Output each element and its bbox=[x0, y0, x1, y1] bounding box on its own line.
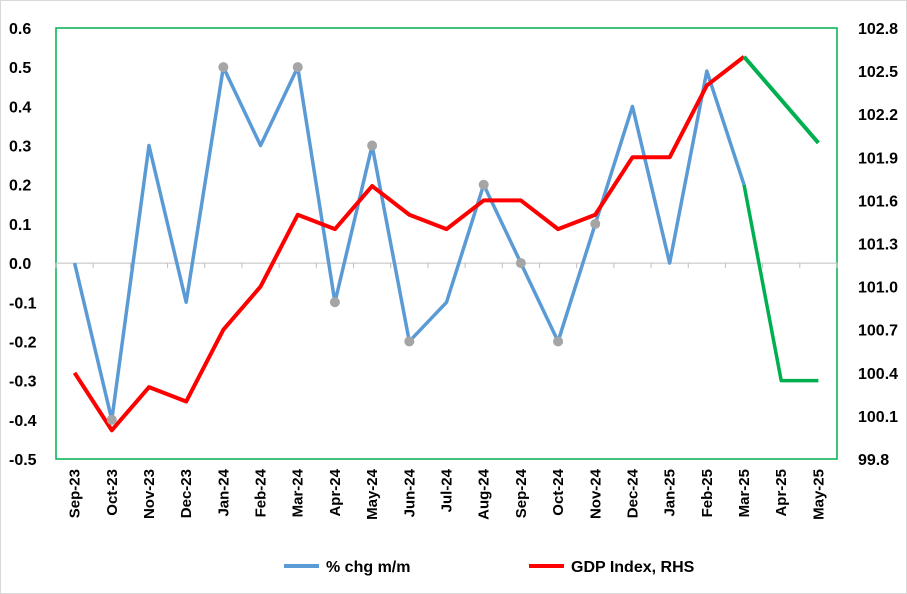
x-tick-label: Jan-25 bbox=[662, 469, 679, 517]
left-tick-label: 0.2 bbox=[9, 178, 31, 195]
x-tick-label: Dec-23 bbox=[178, 469, 195, 518]
data-point-marker bbox=[515, 258, 526, 269]
x-tick-label: May-24 bbox=[364, 468, 381, 520]
x-tick-label: Jan-24 bbox=[215, 468, 232, 516]
left-tick-label: 0.6 bbox=[9, 21, 31, 38]
x-tick-label: Nov-23 bbox=[141, 469, 158, 519]
right-tick-label: 101.3 bbox=[858, 237, 898, 254]
x-tick-label: May-25 bbox=[810, 469, 827, 520]
left-tick-label: -0.4 bbox=[9, 413, 37, 430]
data-point-marker bbox=[292, 62, 303, 73]
legend-label-pct-chg: % chg m/m bbox=[326, 559, 410, 576]
left-tick-label: -0.2 bbox=[9, 334, 37, 351]
series-line-0 bbox=[72, 65, 746, 422]
plot-area-border bbox=[55, 27, 838, 460]
right-tick-label: 100.1 bbox=[858, 409, 898, 426]
legend: % chg m/m GDP Index, RHS bbox=[284, 559, 695, 576]
right-tick-label: 99.8 bbox=[858, 452, 889, 469]
data-point-marker bbox=[553, 336, 564, 347]
right-tick-label: 102.2 bbox=[858, 107, 898, 124]
data-point-marker bbox=[404, 336, 415, 347]
series-line-1 bbox=[72, 55, 746, 433]
x-tick-label: Apr-24 bbox=[327, 468, 344, 516]
left-tick-label: 0.0 bbox=[9, 256, 31, 273]
x-tick-label: Sep-23 bbox=[67, 469, 84, 518]
data-point-marker bbox=[218, 62, 229, 73]
left-tick-label: -0.1 bbox=[9, 295, 37, 312]
right-axis-ticks: 102.8 102.5 102.2 101.9 101.6 101.3 101.0 100.7… bbox=[858, 21, 898, 469]
left-tick-label: 0.4 bbox=[9, 99, 31, 116]
x-tick-label: Jul-24 bbox=[439, 468, 456, 512]
left-tick-label: 0.3 bbox=[9, 139, 31, 156]
right-tick-label: 102.8 bbox=[858, 21, 898, 38]
right-tick-label: 101.0 bbox=[858, 280, 898, 297]
x-tick-label: Feb-25 bbox=[699, 469, 716, 517]
data-point-marker bbox=[367, 140, 378, 151]
x-tick-label: Mar-24 bbox=[290, 468, 307, 517]
x-tick-label: Sep-24 bbox=[513, 468, 530, 518]
series-forecast-line-0 bbox=[742, 184, 819, 383]
data-point-marker bbox=[478, 179, 489, 190]
x-tick-label: Aug-24 bbox=[476, 468, 493, 519]
series-forecast-line-1 bbox=[742, 55, 820, 145]
left-tick-label: 0.1 bbox=[9, 217, 31, 234]
left-tick-label: 0.5 bbox=[9, 60, 31, 77]
x-tick-label: Oct-23 bbox=[104, 469, 121, 516]
data-point-marker bbox=[106, 414, 117, 425]
right-tick-label: 102.5 bbox=[858, 64, 898, 81]
right-tick-label: 101.9 bbox=[858, 150, 898, 167]
right-tick-label: 100.4 bbox=[858, 366, 898, 383]
data-point-marker bbox=[329, 297, 340, 308]
x-tick-label: Nov-24 bbox=[587, 468, 604, 519]
left-axis-ticks: 0.6 0.5 0.4 0.3 0.2 0.1 0.0 -0.1 -0.2 -0.3 -0.4 -0.… bbox=[9, 21, 37, 469]
x-axis-labels: Sep-23 Oct-23 Nov-23 Dec-23 Jan-24 Feb-24 Mar-… bbox=[67, 468, 828, 520]
left-tick-label: -0.3 bbox=[9, 374, 37, 391]
x-axis-tick-marks bbox=[55, 263, 838, 269]
left-tick-label: -0.5 bbox=[9, 452, 37, 469]
right-tick-label: 101.6 bbox=[858, 193, 898, 210]
series-lines bbox=[72, 55, 820, 433]
x-tick-label: Mar-25 bbox=[736, 469, 753, 517]
right-tick-label: 100.7 bbox=[858, 323, 898, 340]
x-tick-label: Oct-24 bbox=[550, 468, 567, 515]
x-tick-label: Dec-24 bbox=[624, 468, 641, 518]
data-point-markers bbox=[106, 62, 601, 425]
legend-label-gdp-index: GDP Index, RHS bbox=[571, 559, 695, 576]
data-point-marker bbox=[590, 218, 601, 229]
x-tick-label: Jun-24 bbox=[401, 468, 418, 517]
x-tick-label: Feb-24 bbox=[253, 468, 270, 517]
x-tick-label: Apr-25 bbox=[773, 469, 790, 517]
